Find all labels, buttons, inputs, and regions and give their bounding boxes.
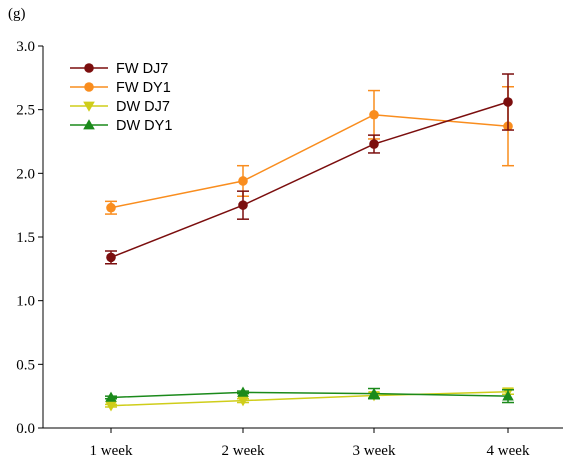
x-tick-label: 4 week bbox=[487, 443, 530, 459]
legend-item: FW DJ7 bbox=[70, 61, 168, 77]
y-tick-label: 2.0 bbox=[16, 166, 35, 182]
legend: FW DJ7 FW DY1 DW DJ7 DW DY1 bbox=[70, 61, 172, 134]
y-tick-label: 1.5 bbox=[16, 230, 35, 246]
data-point bbox=[106, 202, 116, 213]
data-point bbox=[105, 391, 117, 402]
legend-item: FW DY1 bbox=[70, 80, 171, 96]
legend-label: FW DY1 bbox=[116, 80, 171, 96]
data-point bbox=[503, 97, 513, 107]
y-unit-label: (g) bbox=[8, 6, 26, 22]
data-point bbox=[369, 109, 379, 120]
data-point bbox=[106, 252, 116, 263]
legend-label: FW DJ7 bbox=[116, 61, 168, 77]
data-point bbox=[238, 176, 248, 186]
data-point bbox=[502, 390, 514, 401]
series bbox=[105, 73, 514, 265]
y-tick-label: 0.0 bbox=[16, 421, 35, 437]
y-tick-label: 0.5 bbox=[16, 357, 35, 373]
y-tick-label: 2.5 bbox=[16, 103, 35, 119]
axes: 0.0 0.5 1.0 1.5 2.0 2.5 3.0 1 week 2 week 3 week 4… bbox=[16, 39, 563, 459]
data-point bbox=[368, 387, 380, 398]
data-point bbox=[84, 63, 94, 73]
series-line bbox=[110, 390, 509, 407]
y-tick-label: 1.0 bbox=[16, 294, 35, 310]
y-tick-label: 3.0 bbox=[16, 39, 35, 55]
series bbox=[105, 387, 514, 412]
data-point bbox=[83, 101, 95, 112]
x-tick-label: 3 week bbox=[353, 443, 396, 459]
data-point bbox=[238, 200, 248, 210]
legend-label: DW DJ7 bbox=[116, 99, 170, 115]
data-point bbox=[105, 401, 117, 412]
series-layer bbox=[105, 73, 514, 412]
legend-label: DW DY1 bbox=[116, 118, 172, 134]
data-point bbox=[237, 386, 249, 397]
series-line bbox=[110, 113, 509, 209]
data-point bbox=[237, 396, 249, 407]
series-line bbox=[110, 391, 509, 399]
data-point bbox=[83, 119, 95, 130]
data-point bbox=[84, 82, 94, 92]
x-tick-label: 1 week bbox=[90, 443, 133, 459]
series bbox=[105, 386, 514, 404]
series-line bbox=[110, 101, 509, 259]
legend-item: DW DY1 bbox=[70, 118, 172, 134]
x-tick-label: 2 week bbox=[222, 443, 265, 459]
data-point bbox=[369, 139, 379, 149]
legend-item: DW DJ7 bbox=[70, 99, 170, 115]
